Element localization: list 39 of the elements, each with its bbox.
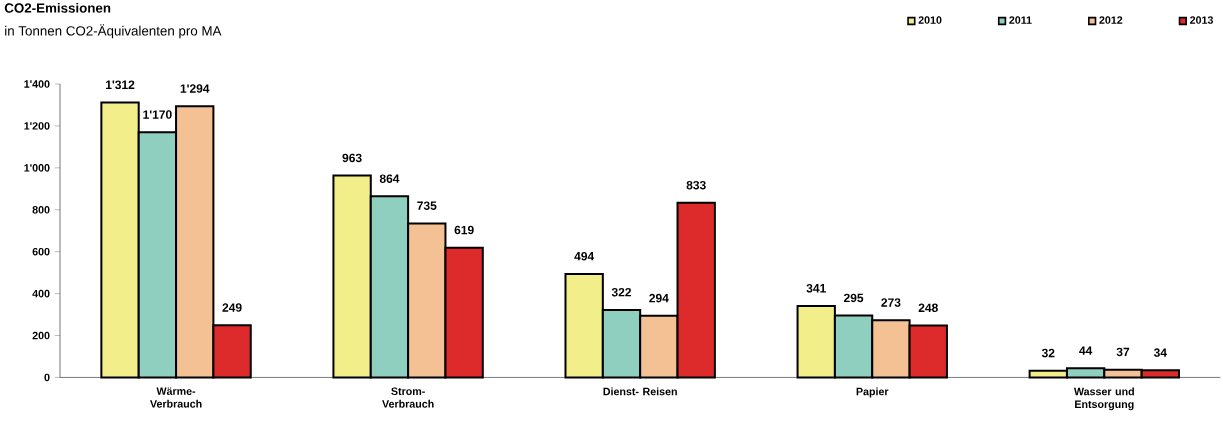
data-label: 494 (574, 252, 595, 261)
data-label: 341 (806, 284, 826, 293)
legend-label: 2012 (1099, 16, 1123, 24)
data-label: 963 (342, 153, 362, 163)
y-tick-label: 1'200 (24, 122, 50, 130)
data-label: 37 (1116, 347, 1130, 357)
y-tick-label: 0 (44, 373, 50, 382)
data-label: 1'294 (180, 84, 210, 93)
data-label: 1'312 (106, 80, 135, 90)
data-label: 32 (1041, 348, 1055, 358)
chart-title: CO2-Emissionen (4, 3, 111, 13)
x-tick-label: Strom- Verbrauch (382, 387, 434, 408)
data-label: 322 (611, 288, 632, 297)
y-tick-label: 200 (32, 331, 50, 340)
x-tick-label: Wärme- Verbrauch (150, 387, 202, 408)
legend-label: 2013 (1190, 16, 1213, 24)
data-label: 1'170 (143, 110, 172, 119)
data-label: 273 (881, 298, 901, 307)
data-label: 294 (649, 293, 669, 303)
data-label: 864 (379, 174, 400, 184)
data-label: 34 (1153, 348, 1167, 357)
chart-subtitle: in Tonnen CO2-Äquivalenten pro MA (5, 24, 222, 39)
data-label: 249 (222, 303, 242, 312)
y-tick-label: 800 (32, 206, 50, 214)
y-tick-label: 600 (32, 248, 50, 256)
y-tick-label: 1'400 (24, 80, 50, 88)
data-label: 295 (843, 293, 864, 303)
data-label: 833 (686, 180, 706, 190)
data-label: 735 (417, 201, 437, 211)
x-tick-label: Papier (856, 387, 889, 398)
legend-label: 2011 (1009, 16, 1032, 24)
data-label: 619 (454, 225, 474, 235)
y-tick-label: 1'000 (24, 164, 50, 172)
x-tick-label: Dienst- Reisen (603, 387, 677, 396)
data-label: 248 (918, 303, 938, 313)
y-tick-label: 400 (32, 289, 50, 298)
data-label: 44 (1079, 346, 1093, 355)
x-tick-label: Wasser und Entsorgung (1073, 387, 1134, 411)
legend-label: 2010 (918, 16, 942, 24)
